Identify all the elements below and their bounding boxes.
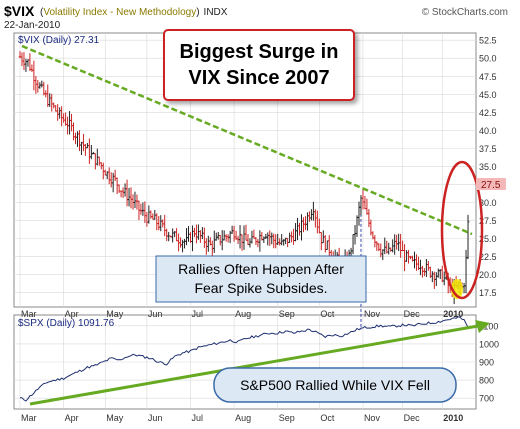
- vix-x-tick-label: Aug: [235, 309, 251, 319]
- vix-y-tick-label: 20.0: [479, 270, 497, 280]
- vix-y-axis: 17.520.022.525.027.530.032.535.037.540.0…: [479, 36, 497, 298]
- title-callout: Biggest Surge in VIX Since 2007: [163, 29, 355, 101]
- rallies-callout: Rallies Often Happen After Fear Spike Su…: [155, 255, 367, 303]
- title-callout-box: [163, 29, 355, 101]
- spx-x-tick-label: Apr: [65, 413, 79, 423]
- vix-y-tick-label: 27.5: [479, 216, 497, 226]
- spx-y-tick-label: 900: [479, 358, 494, 368]
- spike-ellipse: [440, 160, 484, 300]
- chart-date: 22-Jan-2010: [4, 20, 61, 31]
- spx-x-tick-label: May: [106, 413, 124, 423]
- vix-x-tick-label: Dec: [404, 309, 421, 319]
- vix-y-tick-label: 37.5: [479, 144, 497, 154]
- spx-x-tick-label: Jun: [148, 413, 163, 423]
- spx-x-tick-label: Sep: [279, 413, 295, 423]
- spx-series-legend: $SPX (Daily) 1091.76: [18, 318, 115, 329]
- spx-trendline: [29, 324, 479, 406]
- vix-x-tick-label: Mar: [21, 309, 37, 319]
- sp500-callout-box: [213, 367, 457, 403]
- vix-x-tick-label: Nov: [364, 309, 381, 319]
- index-name: Volatility Index - New Methodology: [43, 7, 196, 18]
- ticker-symbol: $VIX: [4, 3, 35, 19]
- spx-x-tick-label: 2010: [443, 413, 463, 423]
- vix-y-tick-label: 17.5: [479, 288, 497, 298]
- sp500-callout: S&P500 Rallied While VIX Fell: [213, 367, 457, 403]
- spx-x-tick-label: Mar: [21, 413, 37, 423]
- vix-y-tick-label: 30.0: [479, 198, 497, 208]
- chart-subtitle: (Volatility Index - New Methodology) INDX: [40, 7, 228, 18]
- vix-y-tick-label: 35.0: [479, 162, 497, 172]
- vix-x-tick-label: Apr: [65, 309, 79, 319]
- rallies-line2: Fear Spike Subsides.: [194, 280, 327, 296]
- vix-series-legend: $VIX (Daily) 27.31: [18, 35, 100, 46]
- vix-x-axis: Mar Apr May Jun Jul Aug Sep Oct Nov Dec 2010: [21, 309, 463, 319]
- vix-last-value-tag: [476, 178, 506, 190]
- rallies-line1: Rallies Often Happen After: [178, 261, 344, 277]
- vix-last-value-label: 27.5: [481, 180, 501, 191]
- spx-x-tick-label: Aug: [235, 413, 251, 423]
- spx-y-tick-label: 800: [479, 376, 494, 386]
- vix-y-tick-label: 22.5: [479, 252, 497, 262]
- callout-title-line1: Biggest Surge in: [180, 41, 339, 63]
- vix-trendline: [21, 44, 473, 236]
- vix-y-tick-label: 50.0: [479, 54, 497, 64]
- spx-series-line: [19, 316, 469, 402]
- rallies-callout-box: [155, 255, 367, 303]
- vix-y-tick-label: 40.0: [479, 126, 497, 136]
- spx-x-tick-label: Oct: [320, 413, 335, 423]
- vix-x-tick-label: Jul: [191, 309, 203, 319]
- vix-x-tick-label: 2010: [443, 309, 463, 319]
- vix-y-tick-label: 25.0: [479, 234, 497, 244]
- spx-x-axis: Mar Apr May Jun Jul Aug Sep Oct Nov Dec 2010: [21, 413, 463, 423]
- brand-watermark: © StockCharts.com: [422, 7, 508, 18]
- sp500-note: S&P500 Rallied While VIX Fell: [240, 377, 430, 393]
- vix-y-tick-label: 45.0: [479, 90, 497, 100]
- spx-x-tick-label: Nov: [364, 413, 381, 423]
- spx-trend-arrowhead: [475, 320, 490, 333]
- vix-y-tick-label: 47.5: [479, 72, 497, 82]
- vix-x-tick-label: Jun: [148, 309, 163, 319]
- spx-y-tick-label: 1000: [479, 339, 499, 349]
- spx-x-tick-label: Dec: [404, 413, 421, 423]
- vix-x-tick-label: Sep: [279, 309, 295, 319]
- spx-y-tick-label: 700: [479, 394, 494, 404]
- vix-y-tick-label: 52.5: [479, 36, 497, 46]
- spx-x-tick-label: Jul: [191, 413, 203, 423]
- vix-x-tick-label: Oct: [320, 309, 335, 319]
- callout-title-line2: VIX Since 2007: [188, 67, 329, 89]
- spx-y-axis: 700 800 900 1000 1100: [479, 321, 499, 403]
- vix-ohlc-bar: [466, 214, 470, 260]
- spx-y-tick-label: 1100: [479, 321, 498, 331]
- vix-x-tick-label: May: [106, 309, 124, 319]
- vix-y-tick-label: 42.5: [479, 108, 497, 118]
